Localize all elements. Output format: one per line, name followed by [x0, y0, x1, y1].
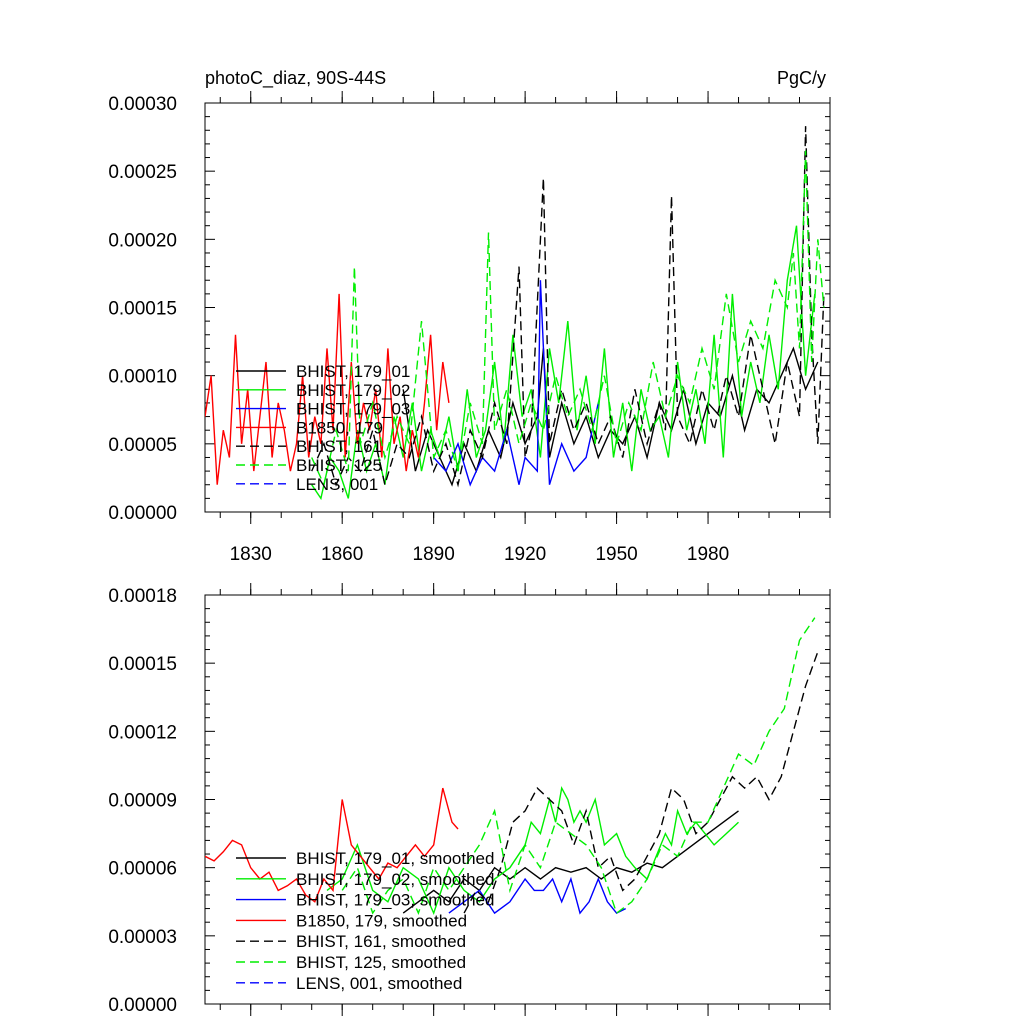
legend-label-1: BHIST, 179_02 [296, 381, 410, 400]
y-tick-label: 0.00003 [108, 927, 177, 948]
panel-top: 0.00000 0.00005 0.00010 0.00015 0.00020 0.000… [108, 91, 831, 565]
series-line-0 [402, 810, 739, 914]
panel-top-title-right: PgC/y [777, 68, 826, 88]
legend-label-3: B1850, 179 [296, 418, 383, 437]
series-line-0 [402, 346, 819, 487]
x-tick-label: 1830 [230, 544, 272, 565]
y-tick-label: 0.00010 [108, 367, 177, 388]
series-line-3 [205, 787, 459, 903]
y-tick-label: 0.00005 [108, 435, 177, 456]
series-line-5 [311, 150, 825, 487]
legend-label-4: BHIST, 161, smoothed [296, 932, 466, 951]
legend-label-0: BHIST, 179_01, smoothed [296, 849, 494, 868]
legend-label-4: BHIST, 161 [296, 437, 382, 456]
y-tick-label: 0.00006 [108, 859, 177, 880]
series-line-4 [463, 651, 819, 914]
y-tick-label: 0.00012 [108, 722, 177, 743]
panel-bottom: 0.00000 0.00003 0.00006 0.00009 0.00012 0.000… [108, 583, 831, 1016]
legend-label-5: BHIST, 125, smoothed [296, 953, 466, 972]
x-tick-label: 1860 [321, 544, 363, 565]
series-line-2 [433, 280, 599, 487]
x-tick-label: 1920 [504, 544, 546, 565]
legend-label-5: BHIST, 125 [296, 456, 382, 475]
series-line-1 [326, 785, 739, 916]
x-tick-label: 1950 [595, 544, 637, 565]
legend-label-2: BHIST, 179_03 [296, 400, 410, 419]
y-tick-label: 0.00018 [108, 586, 177, 607]
y-tick-label: 0.00000 [108, 995, 177, 1016]
panel-top-title-left: photoC_diaz, 90S-44S [205, 68, 386, 89]
legend-label-6: LENS, 001, smoothed [296, 974, 462, 993]
y-tick-label: 0.00030 [108, 94, 177, 115]
y-tick-label: 0.00009 [108, 791, 177, 812]
legend-label-1: BHIST, 179_02, smoothed [296, 870, 494, 889]
legend-label-6: LENS, 001 [296, 475, 378, 494]
series-line-4 [311, 126, 825, 488]
series-line-3 [205, 293, 450, 485]
legend-label-2: BHIST, 179_03, smoothed [296, 891, 494, 910]
x-tick-label: 1980 [687, 544, 729, 565]
y-tick-label: 0.00025 [108, 162, 177, 183]
y-tick-label: 0.00020 [108, 230, 177, 251]
legend-label-3: B1850, 179, smoothed [296, 911, 467, 930]
x-tick-label: 1890 [413, 544, 455, 565]
y-tick-label: 0.00000 [108, 503, 177, 524]
y-tick-label: 0.00015 [108, 299, 177, 320]
series-line-2 [448, 876, 627, 915]
legend-label-0: BHIST, 179_01 [296, 362, 410, 381]
y-tick-label: 0.00015 [108, 654, 177, 675]
